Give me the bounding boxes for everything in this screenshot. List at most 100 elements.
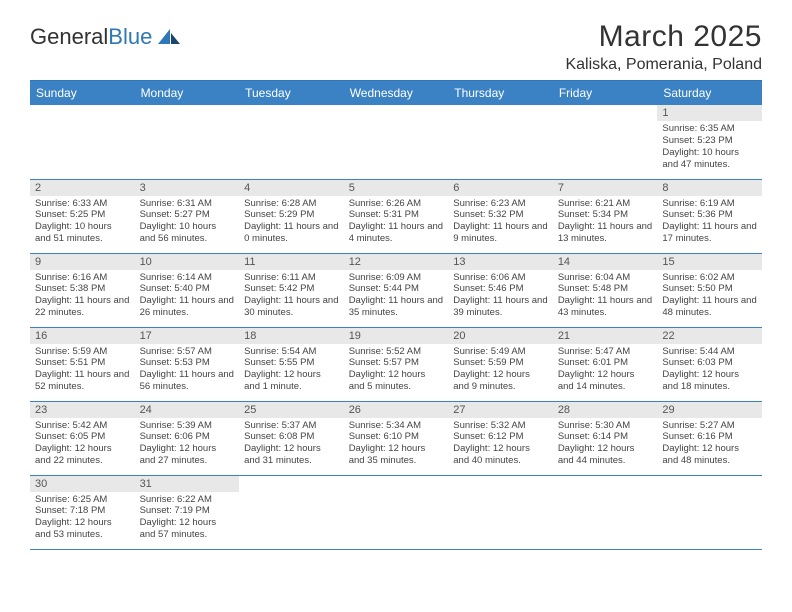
day-number: 30 [30,476,135,492]
calendar-cell: 1Sunrise: 6:35 AMSunset: 5:23 PMDaylight… [657,105,762,179]
sunrise-text: Sunrise: 6:11 AM [244,272,339,284]
daylight-text: Daylight: 10 hours and 47 minutes. [662,147,757,171]
calendar-cell: 7Sunrise: 6:21 AMSunset: 5:34 PMDaylight… [553,179,658,253]
day-number: 24 [135,402,240,418]
daylight-text: Daylight: 12 hours and 9 minutes. [453,369,548,393]
daylight-text: Daylight: 12 hours and 14 minutes. [558,369,653,393]
sunset-text: Sunset: 7:18 PM [35,505,130,517]
calendar-cell: 16Sunrise: 5:59 AMSunset: 5:51 PMDayligh… [30,327,135,401]
day-number: 2 [30,180,135,196]
calendar-cell: 30Sunrise: 6:25 AMSunset: 7:18 PMDayligh… [30,475,135,549]
calendar-cell: 27Sunrise: 5:32 AMSunset: 6:12 PMDayligh… [448,401,553,475]
sunrise-text: Sunrise: 6:22 AM [140,494,235,506]
day-info: Sunrise: 6:09 AMSunset: 5:44 PMDaylight:… [344,270,449,323]
sunset-text: Sunset: 5:46 PM [453,283,548,295]
sunrise-text: Sunrise: 5:39 AM [140,420,235,432]
calendar-cell [553,475,658,549]
daylight-text: Daylight: 11 hours and 43 minutes. [558,295,653,319]
day-info: Sunrise: 6:26 AMSunset: 5:31 PMDaylight:… [344,196,449,249]
sunrise-text: Sunrise: 5:49 AM [453,346,548,358]
daylight-text: Daylight: 11 hours and 52 minutes. [35,369,130,393]
day-info: Sunrise: 6:35 AMSunset: 5:23 PMDaylight:… [657,121,762,174]
calendar-cell: 12Sunrise: 6:09 AMSunset: 5:44 PMDayligh… [344,253,449,327]
calendar-table: Sunday Monday Tuesday Wednesday Thursday… [30,81,762,550]
calendar-week: 1Sunrise: 6:35 AMSunset: 5:23 PMDaylight… [30,105,762,179]
sunrise-text: Sunrise: 5:54 AM [244,346,339,358]
month-title: March 2025 [565,20,762,54]
sunset-text: Sunset: 5:57 PM [349,357,444,369]
title-block: March 2025 Kaliska, Pomerania, Poland [565,20,762,74]
sunrise-text: Sunrise: 6:16 AM [35,272,130,284]
sunset-text: Sunset: 6:05 PM [35,431,130,443]
sunrise-text: Sunrise: 6:28 AM [244,198,339,210]
sunrise-text: Sunrise: 5:37 AM [244,420,339,432]
calendar-cell [657,475,762,549]
weekday-header: Monday [135,81,240,105]
calendar-cell: 19Sunrise: 5:52 AMSunset: 5:57 PMDayligh… [344,327,449,401]
calendar-cell: 25Sunrise: 5:37 AMSunset: 6:08 PMDayligh… [239,401,344,475]
day-number: 19 [344,328,449,344]
day-info: Sunrise: 6:06 AMSunset: 5:46 PMDaylight:… [448,270,553,323]
day-info: Sunrise: 5:27 AMSunset: 6:16 PMDaylight:… [657,418,762,471]
sunrise-text: Sunrise: 5:59 AM [35,346,130,358]
daylight-text: Daylight: 12 hours and 5 minutes. [349,369,444,393]
sunset-text: Sunset: 6:06 PM [140,431,235,443]
calendar-cell [239,105,344,179]
day-info: Sunrise: 5:47 AMSunset: 6:01 PMDaylight:… [553,344,658,397]
calendar-cell: 2Sunrise: 6:33 AMSunset: 5:25 PMDaylight… [30,179,135,253]
calendar-cell: 20Sunrise: 5:49 AMSunset: 5:59 PMDayligh… [448,327,553,401]
day-number: 18 [239,328,344,344]
weekday-header: Wednesday [344,81,449,105]
sunset-text: Sunset: 5:50 PM [662,283,757,295]
calendar-cell [344,105,449,179]
calendar-cell: 31Sunrise: 6:22 AMSunset: 7:19 PMDayligh… [135,475,240,549]
sunrise-text: Sunrise: 6:06 AM [453,272,548,284]
day-number: 16 [30,328,135,344]
sunset-text: Sunset: 5:44 PM [349,283,444,295]
day-info: Sunrise: 5:54 AMSunset: 5:55 PMDaylight:… [239,344,344,397]
day-number: 9 [30,254,135,270]
weekday-header: Friday [553,81,658,105]
calendar-cell: 23Sunrise: 5:42 AMSunset: 6:05 PMDayligh… [30,401,135,475]
daylight-text: Daylight: 11 hours and 30 minutes. [244,295,339,319]
day-number: 11 [239,254,344,270]
sunset-text: Sunset: 5:29 PM [244,209,339,221]
sunrise-text: Sunrise: 6:02 AM [662,272,757,284]
day-info: Sunrise: 5:42 AMSunset: 6:05 PMDaylight:… [30,418,135,471]
day-number: 20 [448,328,553,344]
day-number: 26 [344,402,449,418]
sunrise-text: Sunrise: 5:27 AM [662,420,757,432]
daylight-text: Daylight: 12 hours and 44 minutes. [558,443,653,467]
sunset-text: Sunset: 5:38 PM [35,283,130,295]
sunset-text: Sunset: 5:31 PM [349,209,444,221]
daylight-text: Daylight: 12 hours and 53 minutes. [35,517,130,541]
calendar-cell: 9Sunrise: 6:16 AMSunset: 5:38 PMDaylight… [30,253,135,327]
day-info: Sunrise: 6:19 AMSunset: 5:36 PMDaylight:… [657,196,762,249]
daylight-text: Daylight: 11 hours and 4 minutes. [349,221,444,245]
calendar-cell: 29Sunrise: 5:27 AMSunset: 6:16 PMDayligh… [657,401,762,475]
day-number: 6 [448,180,553,196]
calendar-cell: 10Sunrise: 6:14 AMSunset: 5:40 PMDayligh… [135,253,240,327]
day-info: Sunrise: 6:21 AMSunset: 5:34 PMDaylight:… [553,196,658,249]
calendar-cell [448,105,553,179]
calendar-cell: 26Sunrise: 5:34 AMSunset: 6:10 PMDayligh… [344,401,449,475]
sunrise-text: Sunrise: 5:42 AM [35,420,130,432]
daylight-text: Daylight: 12 hours and 40 minutes. [453,443,548,467]
calendar-cell: 5Sunrise: 6:26 AMSunset: 5:31 PMDaylight… [344,179,449,253]
sunrise-text: Sunrise: 6:14 AM [140,272,235,284]
daylight-text: Daylight: 11 hours and 48 minutes. [662,295,757,319]
sunset-text: Sunset: 5:42 PM [244,283,339,295]
daylight-text: Daylight: 11 hours and 13 minutes. [558,221,653,245]
calendar-cell: 8Sunrise: 6:19 AMSunset: 5:36 PMDaylight… [657,179,762,253]
day-number: 17 [135,328,240,344]
day-info: Sunrise: 6:16 AMSunset: 5:38 PMDaylight:… [30,270,135,323]
calendar-cell [553,105,658,179]
sunset-text: Sunset: 6:14 PM [558,431,653,443]
sunrise-text: Sunrise: 5:34 AM [349,420,444,432]
sunrise-text: Sunrise: 5:44 AM [662,346,757,358]
day-info: Sunrise: 5:49 AMSunset: 5:59 PMDaylight:… [448,344,553,397]
calendar-cell [448,475,553,549]
daylight-text: Daylight: 12 hours and 1 minute. [244,369,339,393]
daylight-text: Daylight: 11 hours and 56 minutes. [140,369,235,393]
day-info: Sunrise: 6:02 AMSunset: 5:50 PMDaylight:… [657,270,762,323]
